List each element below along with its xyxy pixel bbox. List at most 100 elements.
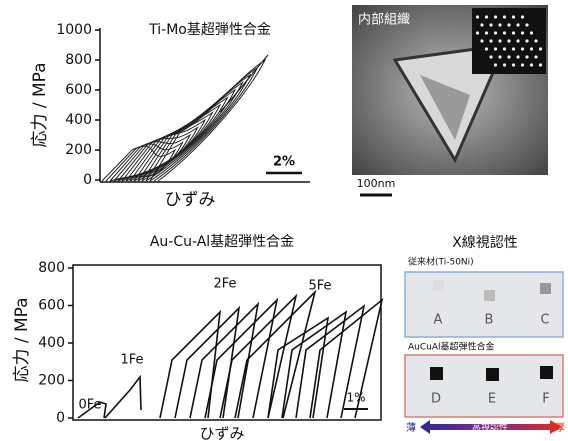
sample: [540, 366, 553, 379]
diffraction-spot: [511, 15, 516, 19]
group-label: AuCuAl基超弾性合金: [408, 341, 495, 353]
diffraction-spot: [498, 23, 502, 27]
diffraction-spots: [475, 15, 543, 67]
diffraction-spot: [502, 15, 507, 19]
diffraction-spot: [529, 31, 534, 35]
xray-panel: [404, 271, 564, 338]
y-tick-label: 0: [56, 410, 65, 426]
diffraction-spot: [475, 31, 480, 35]
diffraction-spot: [534, 39, 538, 43]
stress-strain-curve: [189, 301, 260, 419]
diffraction-spot: [507, 39, 511, 43]
diffraction-spot: [480, 39, 484, 43]
xray-panel: [404, 354, 564, 418]
diffraction-spot: [475, 15, 480, 19]
scale-label: 100nm: [357, 177, 396, 190]
sample-label: A: [434, 313, 443, 328]
y-tick-label: 0: [83, 172, 92, 188]
panel-b: 内部組織 100nm: [352, 5, 548, 197]
panel-title: Ti-Mo基超弾性合金: [148, 21, 271, 38]
diffraction-spot: [538, 47, 543, 51]
stress-strain-curve: [141, 73, 252, 182]
diffraction-spot: [493, 15, 498, 19]
diffraction-spot: [520, 47, 525, 51]
curve-label: 5Fe: [308, 279, 331, 294]
diffraction-spot: [516, 23, 520, 27]
stress-strain-curve: [77, 401, 107, 419]
diffraction-spot: [529, 47, 534, 51]
diffraction-spot: [502, 47, 507, 51]
panel-d: X線視認性 従来材(Ti-50Ni) A B C AuCuAl基超弾性合金 D …: [404, 235, 565, 434]
diffraction-spot: [525, 23, 529, 27]
y-tick-label: 400: [65, 112, 92, 128]
sample-label: F: [542, 392, 549, 407]
diffraction-spot: [480, 23, 484, 27]
curve-label: 1Fe: [120, 353, 143, 368]
diffraction-spot: [511, 63, 516, 67]
y-axis-label: 応力 / MPa: [12, 297, 32, 382]
diffraction-spot: [489, 39, 493, 43]
sample: [430, 367, 443, 380]
sample-label: D: [431, 392, 441, 407]
diffraction-spot: [489, 23, 493, 27]
panel-title: X線視認性: [452, 235, 518, 251]
sample-label: B: [485, 313, 494, 328]
stress-strain-curve: [133, 88, 237, 182]
sample-label: E: [488, 392, 496, 407]
stress-strain-curve: [159, 309, 222, 419]
panel-title: Au-Cu-Al基超弾性合金: [150, 233, 294, 250]
curve-label: 2Fe: [213, 277, 236, 292]
scale-label: 1%: [346, 391, 365, 405]
diffraction-spot: [493, 47, 498, 51]
scale-label: 2%: [273, 155, 295, 170]
diffraction-spot: [493, 31, 498, 35]
diffraction-spot: [511, 31, 516, 35]
diffraction-spot: [502, 63, 507, 67]
panel-c: Au-Cu-Al基超弾性合金 応力 / MPa ひずみ 0Fe 1Fe 2Fe …: [12, 233, 384, 441]
y-axis-label: 応力 / MPa: [30, 62, 50, 147]
stress-strain-curve: [219, 54, 269, 113]
sample: [540, 283, 551, 294]
diffraction-spot: [534, 55, 538, 59]
diffraction-spot: [484, 31, 489, 35]
stress-strain-curve: [234, 289, 317, 419]
diffraction-spot: [484, 47, 489, 51]
diffraction-spot: [529, 63, 534, 67]
diffraction-spot: [520, 15, 525, 19]
y-tick-label: 400: [38, 335, 65, 351]
x-axis-label: ひずみ: [165, 190, 216, 210]
stress-strain-curve: [104, 374, 142, 419]
stress-strain-curve: [149, 58, 267, 182]
sample: [486, 368, 499, 381]
sample-label: C: [540, 313, 549, 328]
y-tick-label: 800: [38, 260, 65, 276]
diffraction-spot: [525, 55, 529, 59]
stress-strain-curve: [219, 293, 298, 419]
arrow-label: 高視認性: [472, 422, 508, 434]
panel-a: Ti-Mo基超弾性合金 応力 / MPa ひずみ 2% 0 200 400 600 80…: [30, 21, 310, 210]
diffraction-spot: [484, 15, 489, 19]
stress-strain-curve: [137, 81, 244, 182]
stress-strain-curve: [267, 316, 330, 419]
diffraction-spot: [493, 63, 498, 67]
diffraction-spot: [507, 23, 511, 27]
x-axis-label: ひずみ: [199, 425, 244, 441]
diffraction-spot: [498, 39, 502, 43]
diffraction-spot: [507, 55, 511, 59]
arrow-label: 薄: [406, 421, 416, 434]
thickness-arrow: [420, 420, 562, 434]
y-tick-label: 200: [38, 373, 65, 389]
diffraction-spot: [520, 63, 525, 67]
diffraction-spot: [498, 55, 502, 59]
stress-strain-curve: [295, 304, 366, 419]
sample: [484, 290, 495, 301]
diffraction-spot: [516, 39, 520, 43]
y-tick-label: 600: [38, 298, 65, 314]
y-tick-label: 600: [65, 82, 92, 98]
grain-shadow: [420, 75, 470, 140]
group-label: 従来材(Ti-50Ni): [408, 256, 474, 268]
stress-strain-curve: [309, 297, 384, 419]
diffraction-spot: [502, 31, 507, 35]
arrow-label: 厚: [555, 422, 565, 434]
